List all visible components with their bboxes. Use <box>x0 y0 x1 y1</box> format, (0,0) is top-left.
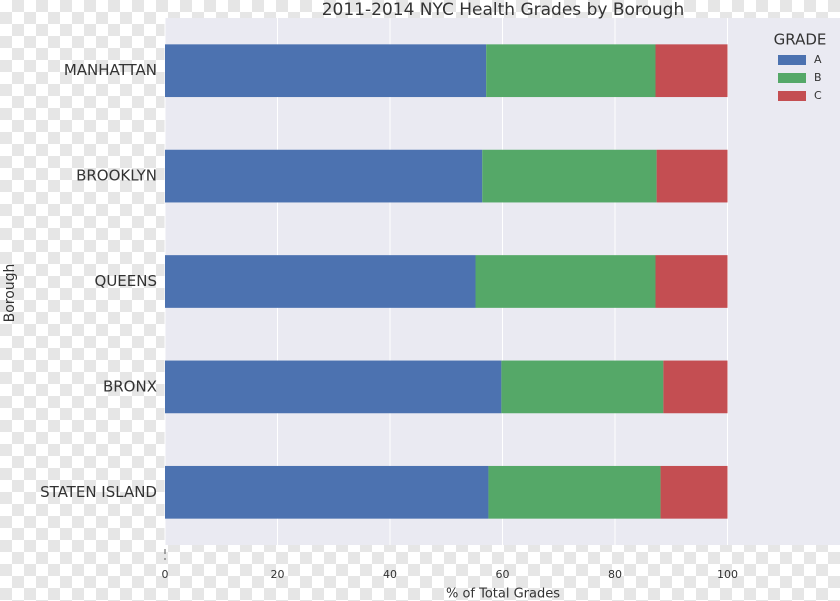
bar-segment <box>165 149 483 203</box>
legend-label: A <box>814 53 822 66</box>
x-tick-label: 60 <box>496 568 510 581</box>
bars: MANHATTAN BROOKLYN QUEENS BRONX STATEN ISLAN… <box>40 44 728 519</box>
bar-segment <box>501 360 664 414</box>
legend-swatch <box>778 91 806 101</box>
legend-label: C <box>814 89 822 102</box>
legend-swatch <box>778 55 806 65</box>
y-tick-label: BRONX <box>103 377 157 395</box>
bar-segment <box>165 360 502 414</box>
bar-segment <box>660 465 728 519</box>
y-tick-label: MANHATTAN <box>64 61 157 79</box>
bar-segment <box>482 149 657 203</box>
y-tick-label: BROOKLYN <box>76 167 157 185</box>
y-tick-label: QUEENS <box>95 272 157 290</box>
bar-segment <box>663 360 728 414</box>
chart-title: 2011-2014 NYC Health Grades by Borough <box>322 0 685 20</box>
y-tick-label: STATEN ISLAND <box>40 483 157 501</box>
y-axis-label: Borough <box>2 264 18 323</box>
x-tick-label: 40 <box>383 568 397 581</box>
bar-segment <box>165 255 476 308</box>
bar-segment <box>488 465 661 519</box>
bar-segment <box>486 44 656 98</box>
bar-segment <box>165 44 487 98</box>
bar-segment <box>655 44 728 98</box>
legend-title: GRADE <box>774 31 827 49</box>
x-axis-label: % of Total Grades <box>446 587 560 601</box>
x-tick-label: 0 <box>162 568 169 581</box>
bar-segment <box>656 149 728 203</box>
x-tick-label: 100 <box>717 568 738 581</box>
bar-segment <box>165 465 489 519</box>
x-tick-label: 80 <box>608 568 622 581</box>
legend: GRADE ABC <box>774 31 827 103</box>
legend-swatch <box>778 73 806 83</box>
x-tick-label: 20 <box>271 568 285 581</box>
legend-label: B <box>814 71 822 84</box>
bar-segment <box>475 255 656 308</box>
bar-segment <box>655 255 728 308</box>
